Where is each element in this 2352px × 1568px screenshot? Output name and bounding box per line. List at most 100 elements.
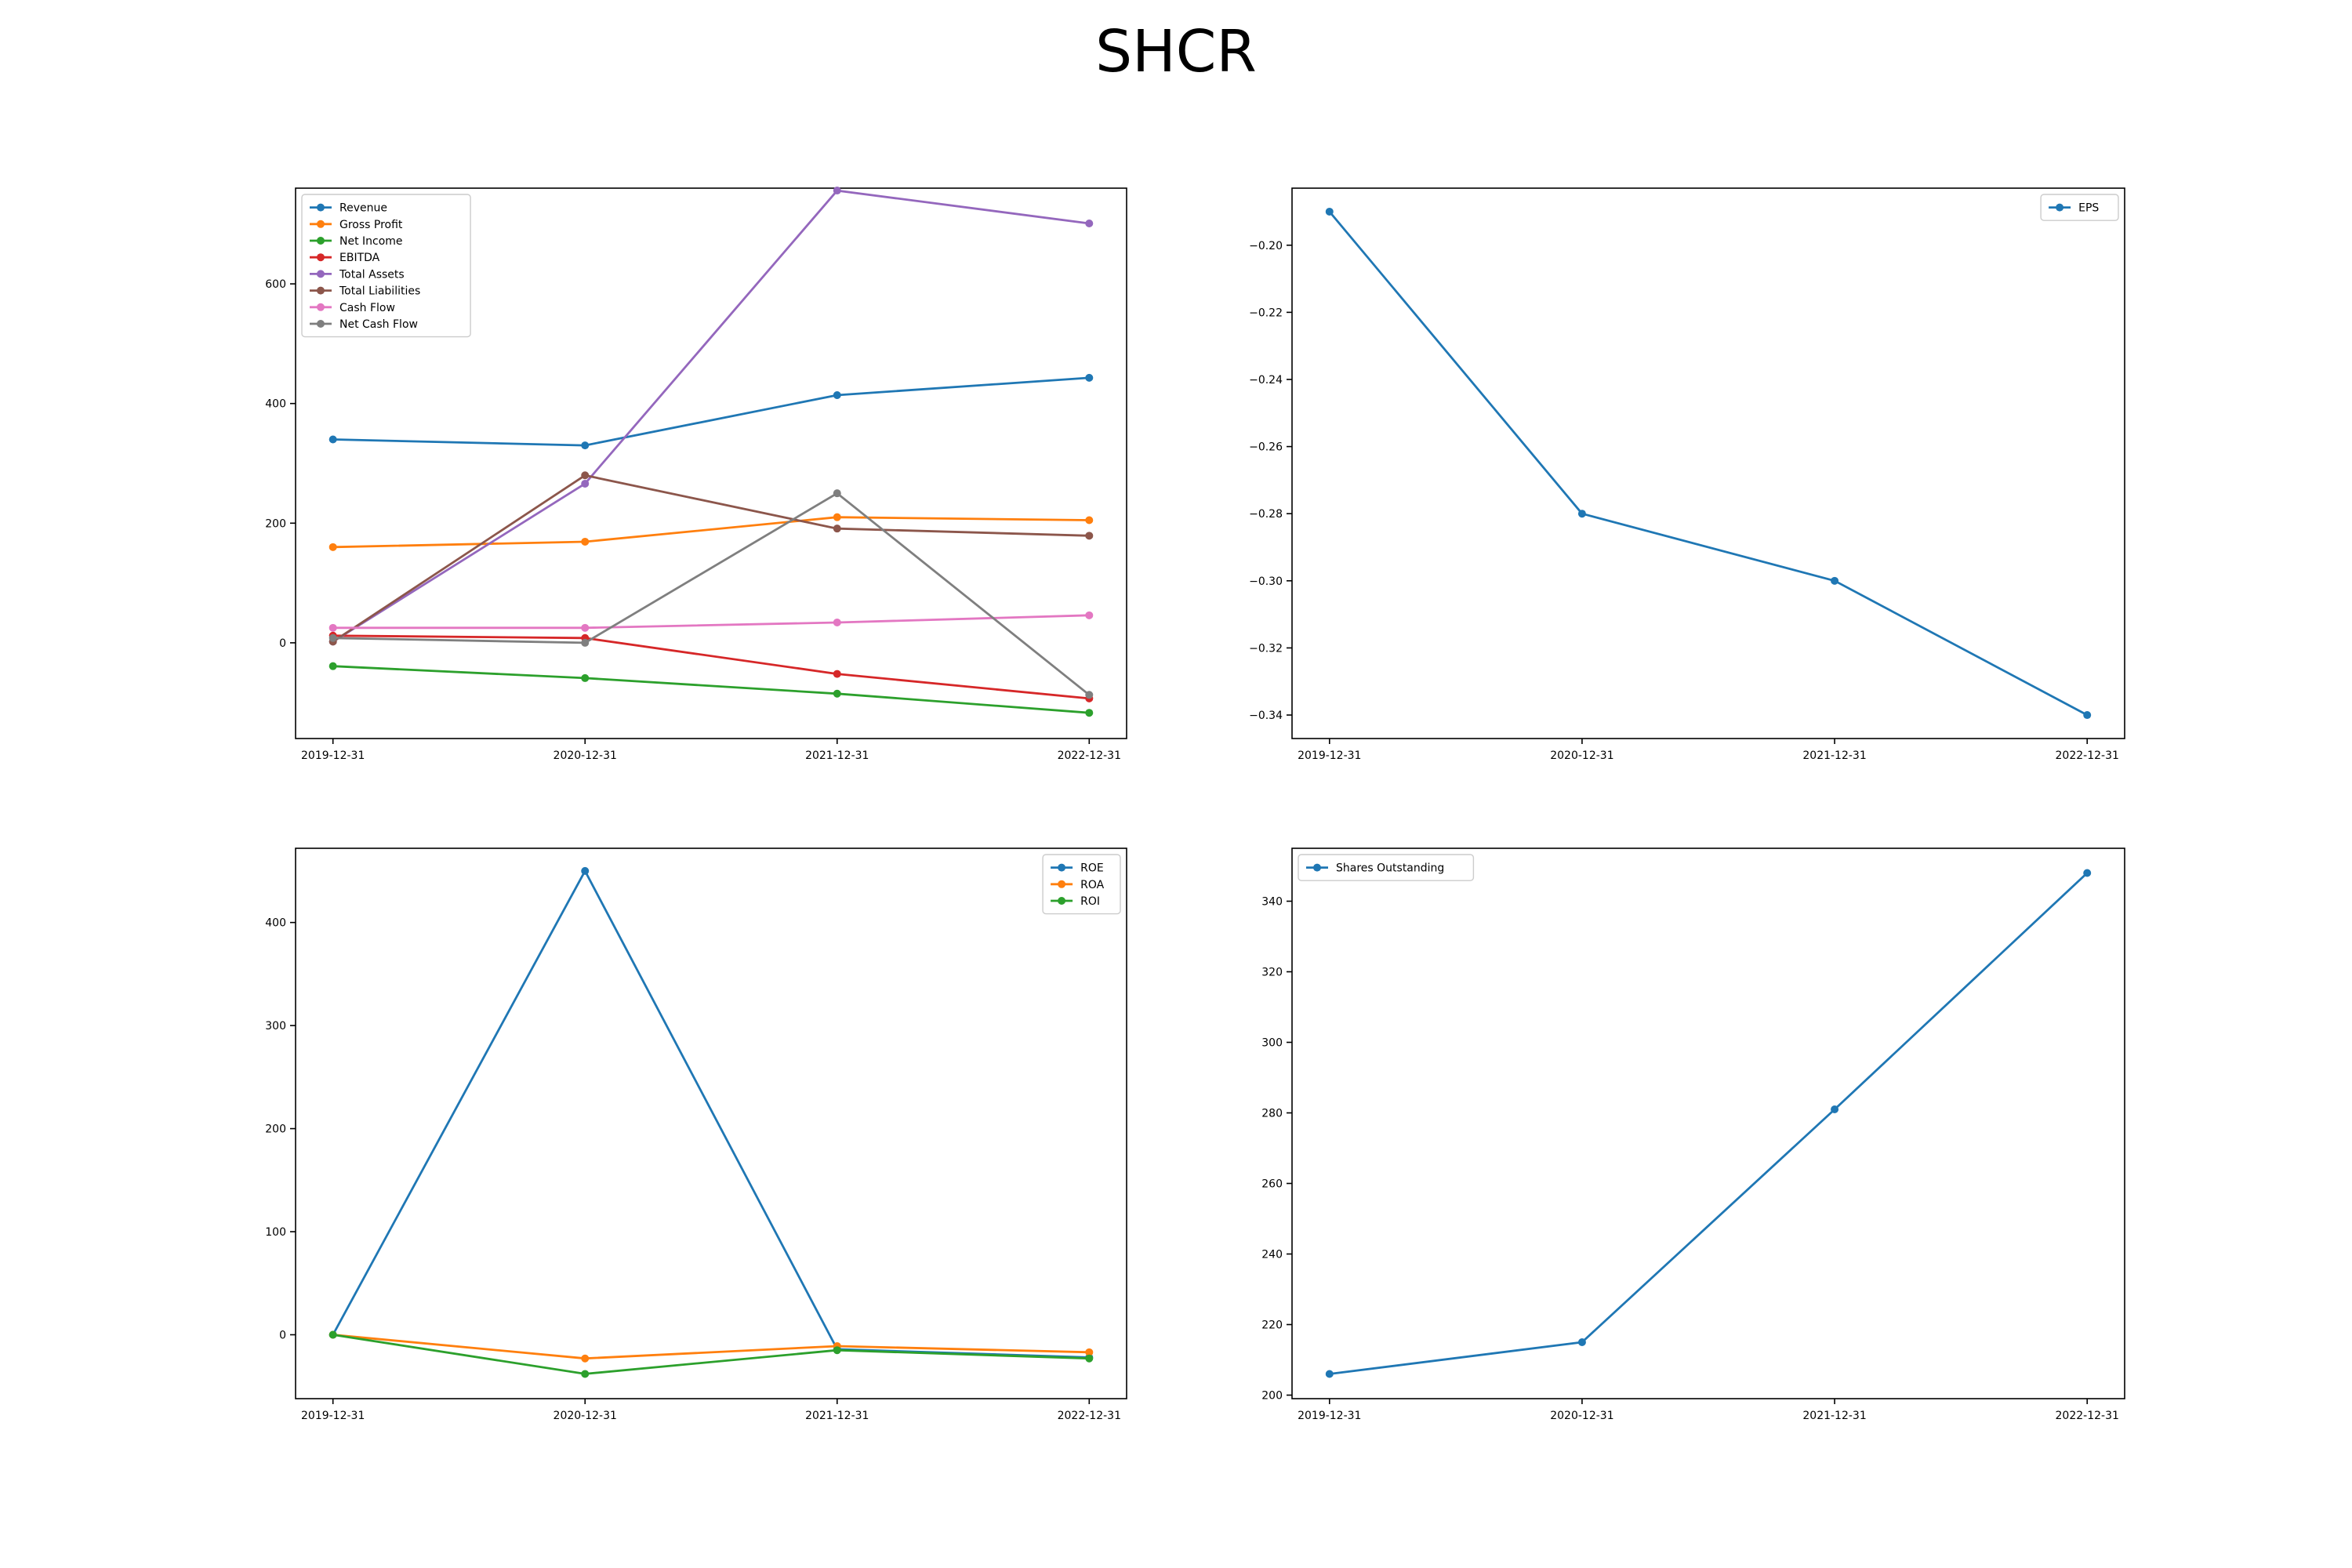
data-point-shares-outstanding [1325,1370,1334,1378]
legend-marker-net-income [317,237,325,245]
y-tick-label: 280 [1261,1108,1283,1120]
y-tick-label: 200 [265,517,286,530]
y-tick-label: 200 [1261,1390,1283,1403]
data-point-revenue [1085,373,1094,382]
data-point-eps [1577,510,1586,518]
legend-label: Gross Profit [339,219,403,231]
x-tick-label: 2022-12-31 [1058,750,1121,762]
data-point-eps [2083,711,2092,720]
figure-title: SHCR [1095,18,1257,85]
series-line-cash-flow [332,614,1090,630]
legend-marker-ebitda [317,253,325,262]
data-point-gross-profit [833,513,841,521]
chart-3: 2019-12-31 2020-12-31 2021-12-31 2022-12-31… [265,848,1127,1422]
data-point-shares-outstanding [2083,869,2092,877]
legend: Revenue Gross Profit Net Income EBITDA Total… [301,194,471,338]
x-tick-label: 2020-12-31 [1550,1410,1613,1422]
legend-marker-shares-outstanding [1313,863,1321,872]
y-tick-label: 340 [1261,896,1283,909]
series-line-total-liabilities [332,474,1090,643]
y-tick-label: 260 [1261,1178,1283,1191]
x-tick-label: 2021-12-31 [1802,750,1866,762]
chart-4: 2019-12-31 2020-12-31 2021-12-31 2022-12-31… [1261,848,2125,1422]
legend-marker-roe [1058,863,1066,872]
y-tick-label: 400 [265,917,286,930]
series-line-total-assets [332,189,1090,643]
x-tick-label: 2020-12-31 [554,750,617,762]
x-tick-label: 2020-12-31 [1550,750,1613,762]
legend-marker-total-liabilities [317,286,325,295]
series-line-net-income [332,665,1090,714]
y-tick-label: −0.30 [1249,575,1283,588]
data-point-revenue [328,435,337,444]
legend-marker-cash-flow [317,303,325,311]
y-tick-label: −0.20 [1249,240,1283,252]
data-point-gross-profit [1085,516,1094,524]
data-point-roi [328,1330,337,1339]
data-point-cash-flow [833,618,841,626]
data-point-roe [581,866,590,875]
y-tick-label: 300 [265,1020,286,1033]
series-line-revenue [332,376,1090,447]
legend-box [1298,854,1475,881]
data-point-total-liabilities [833,524,841,533]
series-line-shares-outstanding [1329,872,2089,1375]
series-line-roi [332,1334,1090,1375]
data-point-ebitda [833,670,841,678]
data-point-revenue [581,441,590,450]
data-point-cash-flow [328,623,337,632]
legend-label: ROE [1080,862,1104,875]
legend-label: Net Cash Flow [339,318,418,331]
plot-area [1291,187,2125,739]
x-tick-label: 2022-12-31 [1058,1410,1121,1422]
data-point-net-cash-flow [1085,691,1094,699]
legend-label: EBITDA [339,252,380,264]
x-tick-label: 2021-12-31 [805,1410,869,1422]
legend-marker-total-assets [317,270,325,278]
data-point-total-liabilities [1085,532,1094,540]
data-point-roi [581,1370,590,1378]
legend-marker-eps [2056,203,2064,212]
y-tick-label: 320 [1261,967,1283,979]
x-tick-label: 2019-12-31 [301,1410,365,1422]
data-point-total-liabilities [581,471,590,480]
y-tick-label: −0.34 [1249,710,1283,722]
series-line-roe [332,869,1090,1359]
data-point-net-cash-flow [328,633,337,642]
x-tick-label: 2022-12-31 [2056,750,2119,762]
legend: ROE ROA ROI [1042,854,1121,915]
data-point-eps [1831,576,1839,585]
data-point-net-income [328,662,337,670]
y-tick-label: 240 [1261,1249,1283,1261]
y-tick-label: 200 [265,1123,286,1136]
y-tick-label: 400 [265,398,286,411]
data-point-gross-profit [328,543,337,551]
data-point-roa [1085,1348,1094,1356]
legend-label: Net Income [339,235,403,248]
legend-label: Total Liabilities [339,285,420,298]
series-line-ebitda [332,634,1090,700]
legend-label: ROA [1080,879,1105,891]
legend-label: Total Assets [339,268,405,281]
y-tick-label: 100 [265,1226,286,1239]
x-tick-label: 2019-12-31 [301,750,365,762]
data-point-roi [1085,1354,1094,1363]
y-tick-label: −0.32 [1249,642,1283,655]
y-tick-label: 0 [279,637,286,650]
legend-marker-gross-profit [317,220,325,228]
legend-marker-roa [1058,880,1066,888]
data-point-cash-flow [581,623,590,632]
plot-area [295,187,1127,739]
data-point-net-cash-flow [833,489,841,498]
y-tick-label: 220 [1261,1319,1283,1332]
legend-marker-roi [1058,897,1066,905]
series-line-net-cash-flow [332,492,1091,696]
data-point-roa [581,1354,590,1363]
x-tick-label: 2020-12-31 [554,1410,617,1422]
x-tick-label: 2021-12-31 [1802,1410,1866,1422]
chart-2: 2019-12-31 2020-12-31 2021-12-31 2022-12-31… [1249,187,2125,762]
series-line-roa [332,1334,1090,1360]
legend-label: ROI [1080,895,1100,908]
legend-marker-net-cash-flow [317,320,325,328]
